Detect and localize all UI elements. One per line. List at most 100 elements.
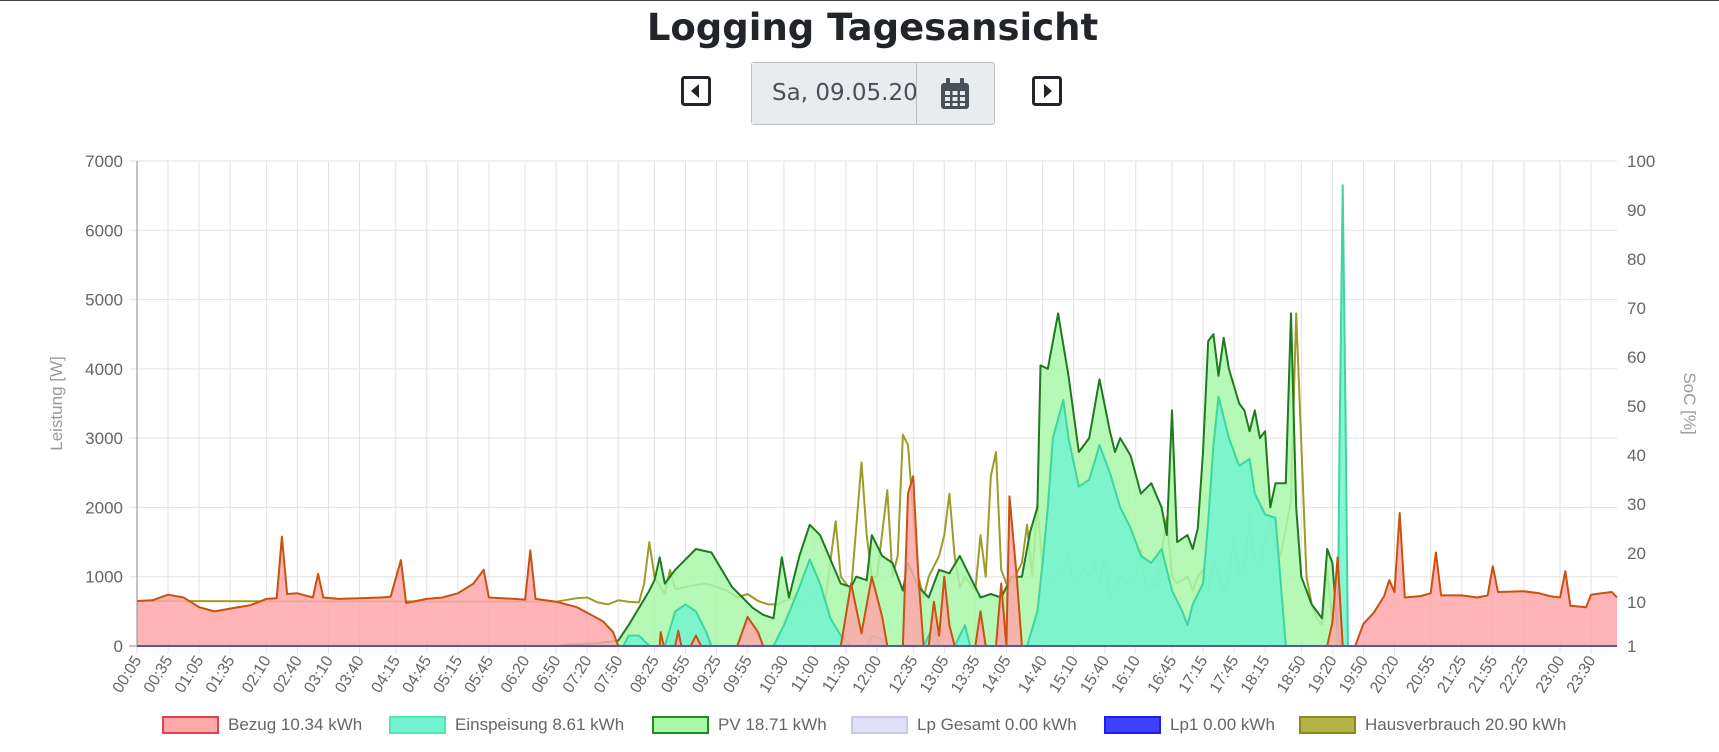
x-tick-label: 01:05 [172,653,208,696]
x-tick-label: 23:30 [1564,653,1600,696]
x-tick-label: 21:55 [1466,653,1502,696]
power-chart: 0 1000 2000 3000 4000 5000 6000 7000 1 10 20 30 40 50… [47,152,1699,696]
x-tick-label: 12:35 [886,653,922,696]
x-tick-label: 13:05 [917,653,953,696]
x-tick-label: 20:20 [1367,653,1403,696]
x-tick-label: 09:25 [689,653,725,696]
x-tick-label: 08:55 [658,653,694,696]
y-tick-label: 4000 [85,360,123,379]
y2-tick-label: 90 [1627,201,1646,220]
page-title: Logging Tagesansicht [646,6,1099,49]
x-tick-label: 04:45 [400,653,436,696]
next-day-button[interactable] [1032,76,1062,106]
x-tick-label: 19:20 [1305,653,1341,696]
x-tick-label: 04:15 [368,653,404,696]
legend-swatch [389,716,446,734]
legend-label: Lp Gesamt 0.00 kWh [917,715,1077,734]
legend-item[interactable]: Einspeisung 8.61 kWh [389,712,624,738]
x-tick-label: 18:15 [1238,653,1274,696]
y-tick-label: 7000 [85,152,123,171]
legend-swatch [851,716,908,734]
legend-item[interactable]: Bezug 10.34 kWh [162,712,362,738]
x-tick-label: 05:45 [462,653,498,696]
x-tick-label: 05:15 [431,653,467,696]
legend-label: Hausverbrauch 20.90 kWh [1365,715,1567,734]
series-line-2 [137,312,1617,647]
x-tick-label: 15:40 [1077,653,1113,696]
x-tick-label: 00:35 [141,653,177,696]
series-line-0 [136,475,1618,647]
chart-legend: Bezug 10.34 kWh Einspeisung 8.61 kWh PV 18… [0,712,1719,738]
y2-tick-label: 70 [1627,299,1646,318]
area-1 [137,185,1617,647]
x-tick-label: 08:25 [627,653,663,696]
y2-tick-label: 30 [1627,495,1646,514]
caret-right-square-icon [1032,76,1062,106]
x-tick-label: 12:00 [850,653,886,696]
x-tick-label: 15:10 [1046,653,1082,696]
legend-item[interactable]: PV 18.71 kWh [652,712,827,738]
y2-tick-label: 80 [1627,250,1646,269]
legend-item[interactable]: Hausverbrauch 20.90 kWh [1299,712,1566,738]
legend-label: Lp1 0.00 kWh [1170,715,1275,734]
x-tick-label: 00:05 [110,653,146,696]
legend-swatch [1104,716,1161,734]
x-tick-label: 17:15 [1176,653,1212,696]
y-tick-label: 1000 [85,568,123,587]
y-tick-label: 2000 [85,498,123,517]
y2-tick-label: 60 [1627,348,1646,367]
x-tick-label: 17:45 [1207,653,1243,696]
x-tick-label: 09:55 [720,653,756,696]
y-tick-label: 5000 [85,291,123,310]
x-tick-label: 23:00 [1533,653,1569,696]
x-tick-label: 22:25 [1497,653,1533,696]
caret-left-square-icon [681,76,711,106]
y-tick-label: 6000 [85,221,123,240]
x-tick-label: 14:05 [979,653,1015,696]
x-tick-label: 02:10 [239,653,275,696]
x-tick-label: 20:55 [1403,653,1439,696]
x-tick-label: 02:40 [270,653,306,696]
legend-label: Einspeisung 8.61 kWh [455,715,625,734]
x-tick-label: 13:35 [948,653,984,696]
y2-tick-label: 50 [1627,397,1646,416]
x-tick-label: 16:10 [1108,653,1144,696]
x-tick-label: 03:10 [301,653,337,696]
y2-tick-label: 10 [1627,593,1646,612]
y2-tick-label: 40 [1627,446,1646,465]
x-tick-label: 11:00 [788,653,823,695]
area-0 [137,476,1617,646]
legend-label: PV 18.71 kWh [718,715,827,734]
x-tick-label: 18:50 [1274,653,1310,696]
x-tick-label: 10:30 [757,653,793,696]
legend-swatch [1299,716,1356,734]
x-tick-label: 01:35 [203,653,239,696]
x-tick-label: 11:30 [819,653,854,695]
legend-swatch [652,716,709,734]
calendar-icon [941,77,969,109]
y2-tick-label: 100 [1627,152,1655,171]
prev-day-button[interactable] [681,76,711,106]
legend-swatch [162,716,219,734]
x-tick-label: 16:45 [1145,653,1181,696]
x-tick-label: 07:50 [591,653,627,696]
legend-label: Bezug 10.34 kWh [228,715,363,734]
y-tick-label: 0 [114,637,123,656]
y2-axis-title: SoC [%] [1680,372,1699,434]
y2-tick-label: 1 [1627,637,1636,656]
top-border [0,0,1719,1]
x-tick-label: 19:50 [1336,653,1372,696]
legend-item[interactable]: Lp1 0.00 kWh [1104,712,1275,738]
x-tick-label: 14:40 [1015,653,1051,696]
y2-tick-label: 20 [1627,544,1646,563]
y-axis-title: Leistung [W] [47,356,66,451]
x-tick-label: 07:20 [560,653,596,696]
x-tick-label: 06:20 [498,653,534,696]
x-tick-label: 06:50 [529,653,565,696]
legend-item[interactable]: Lp Gesamt 0.00 kWh [851,712,1077,738]
y-tick-label: 3000 [85,429,123,448]
calendar-button[interactable] [917,63,993,124]
x-tick-label: 21:25 [1435,653,1471,696]
